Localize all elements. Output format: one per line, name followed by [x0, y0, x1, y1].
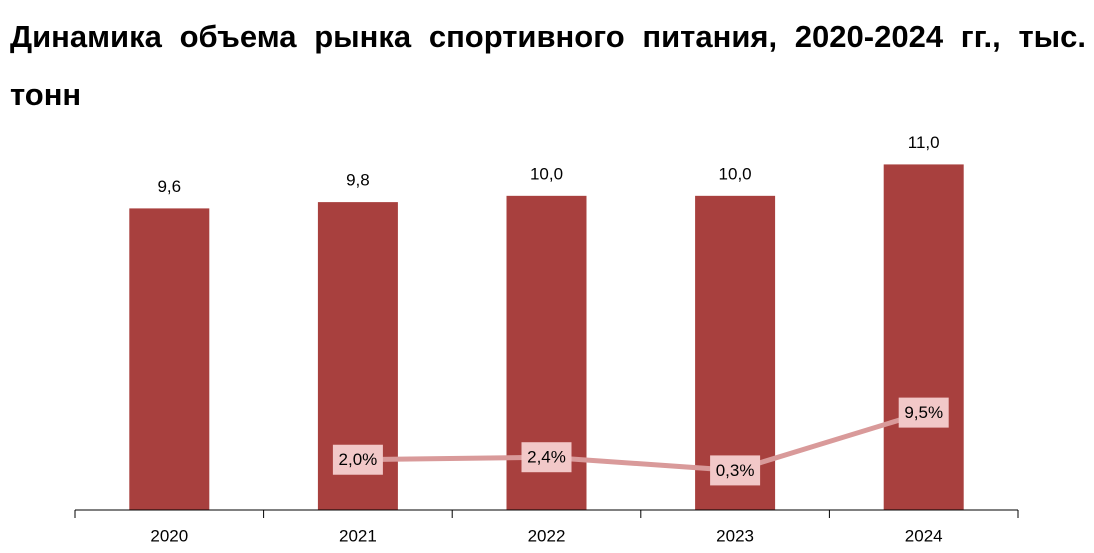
x-tick-label: 2023 — [716, 526, 754, 545]
data-label-box — [521, 442, 572, 473]
chart-title: Динамика объема рынка спортивного питани… — [10, 19, 1086, 112]
data-label-box — [332, 444, 383, 475]
data-label: 10,0 — [530, 164, 563, 183]
data-label: 0,3% — [716, 461, 755, 480]
data-label: 10,0 — [719, 164, 752, 183]
data-label-box — [898, 397, 949, 428]
x-tick-label: 2024 — [905, 526, 943, 545]
x-tick-label: 2020 — [150, 526, 188, 545]
data-label: 11,0 — [908, 133, 940, 152]
x-tick-label: 2022 — [528, 526, 566, 545]
data-label: 9,8 — [346, 171, 370, 190]
line — [357, 410, 925, 473]
bar — [883, 164, 964, 510]
x-tick-label: 2021 — [339, 526, 377, 545]
data-label: 9,5% — [904, 403, 943, 422]
bar — [129, 208, 210, 510]
data-label-box — [710, 455, 761, 486]
data-label: 2,4% — [527, 448, 566, 467]
data-label: 2,0% — [339, 450, 378, 469]
data-label: 9,6 — [157, 177, 181, 196]
